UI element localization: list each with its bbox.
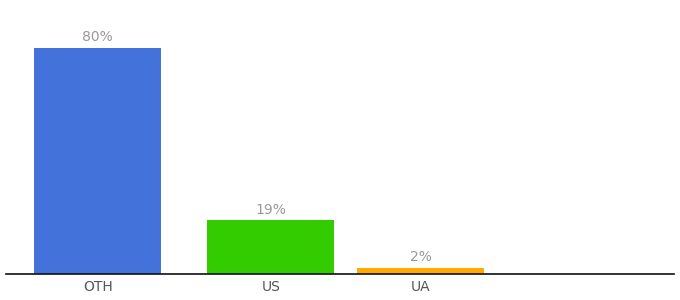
Text: 2%: 2% [410, 250, 432, 265]
Text: 80%: 80% [82, 31, 113, 44]
Bar [35, 48, 161, 274]
Bar [207, 220, 335, 274]
Bar [357, 268, 484, 274]
Text: 19%: 19% [256, 202, 286, 217]
